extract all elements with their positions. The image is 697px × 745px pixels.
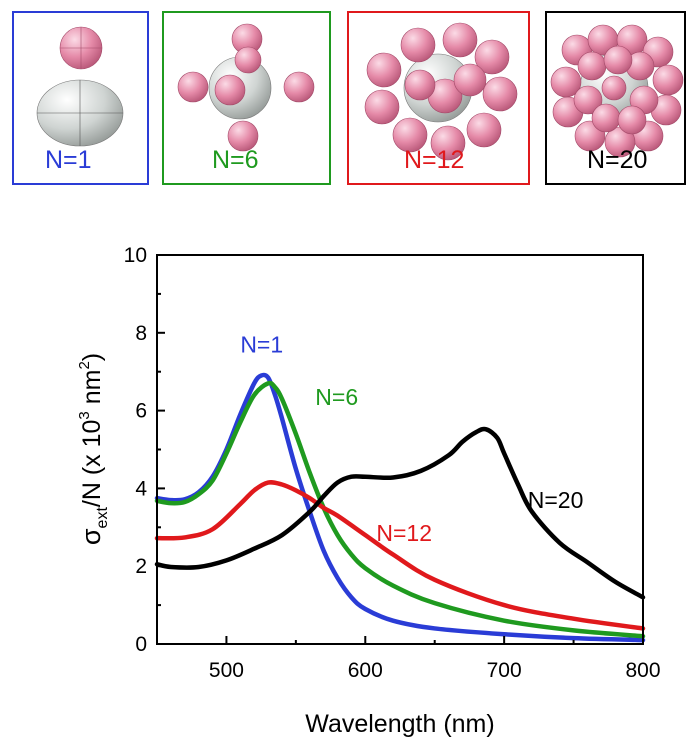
series-label-n-6: N=6 (315, 384, 358, 410)
y-tick-label: 0 (135, 633, 147, 656)
ticks-layer: 500 600 700 800 0 2 4 6 8 10 (124, 244, 661, 682)
x-axis-label: Wavelength (nm) (305, 710, 494, 738)
cluster-n6-icon (177, 23, 315, 152)
cluster-n1-icon (36, 26, 124, 147)
x-tick-label: 700 (487, 659, 522, 682)
x-tick-label: 600 (348, 659, 383, 682)
panel-n20-frame (545, 11, 686, 185)
series-line-n-20 (154, 426, 646, 600)
series-label-n-20: N=20 (528, 487, 584, 513)
y-tick-label: 4 (135, 477, 147, 500)
panel-n12: N=12 (347, 11, 530, 185)
panel-n6: N=6 (162, 11, 331, 185)
series-layer (154, 372, 646, 643)
y-tick-label: 6 (135, 400, 147, 423)
y-tick-label: 10 (124, 244, 147, 267)
panel-n12-frame (347, 11, 530, 185)
panel-n6-label: N=6 (212, 146, 259, 174)
y-tick-label: 8 (135, 322, 147, 345)
panel-n1-frame (12, 11, 149, 185)
annotation-layer: N=1 N=6 N=12 N=20 (240, 331, 583, 546)
panel-n6-frame (162, 11, 331, 185)
y-tick-label: 2 (135, 555, 147, 578)
series-line-n-12 (154, 480, 646, 631)
panel-n12-label: N=12 (404, 146, 464, 174)
panel-n1-label: N=1 (45, 146, 92, 174)
chart: 500 600 700 800 0 2 4 6 8 10 N=1 N=6 N=12 N=20 Wavel… (76, 244, 661, 738)
panel-n1: N=1 (12, 11, 149, 185)
x-tick-label: 500 (209, 659, 244, 682)
cluster-n20-icon (550, 24, 684, 158)
y-axis-label: σext/N (x 103 nm2) (76, 353, 111, 545)
series-line-n-6 (154, 380, 646, 639)
x-tick-label: 800 (625, 659, 660, 682)
cluster-n12-icon (364, 22, 518, 161)
series-label-n-12: N=12 (376, 520, 432, 546)
panel-n20: N=20 (545, 11, 686, 185)
series-label-n-1: N=1 (240, 331, 283, 357)
panel-n20-label: N=20 (587, 146, 647, 174)
